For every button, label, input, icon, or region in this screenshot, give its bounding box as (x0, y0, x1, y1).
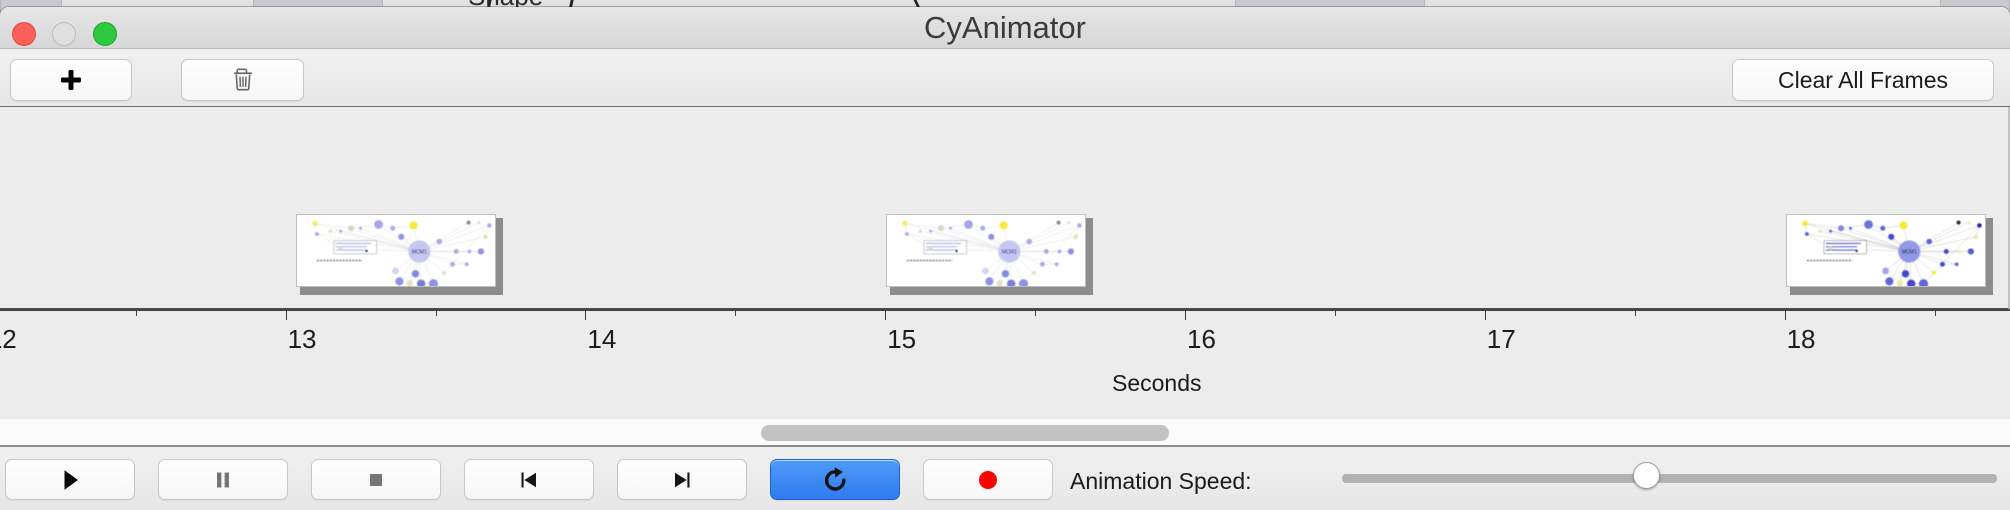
svg-text:MCM1: MCM1 (1902, 250, 1917, 256)
svg-text:MCM1: MCM1 (1002, 250, 1017, 256)
svg-text:MCM1: MCM1 (412, 250, 427, 256)
